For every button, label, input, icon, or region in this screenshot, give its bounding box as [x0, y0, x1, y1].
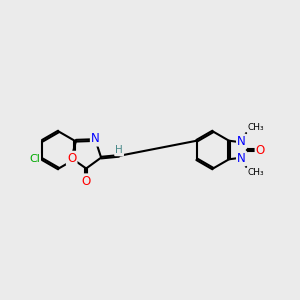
Text: CH₃: CH₃: [247, 168, 264, 177]
Text: O: O: [82, 175, 91, 188]
Text: CH₃: CH₃: [247, 123, 264, 132]
Text: O: O: [67, 152, 76, 165]
Text: Cl: Cl: [29, 154, 40, 164]
Text: H: H: [115, 145, 123, 155]
Text: N: N: [91, 132, 100, 146]
Text: O: O: [256, 143, 265, 157]
Text: N: N: [237, 135, 246, 148]
Text: N: N: [237, 152, 246, 165]
